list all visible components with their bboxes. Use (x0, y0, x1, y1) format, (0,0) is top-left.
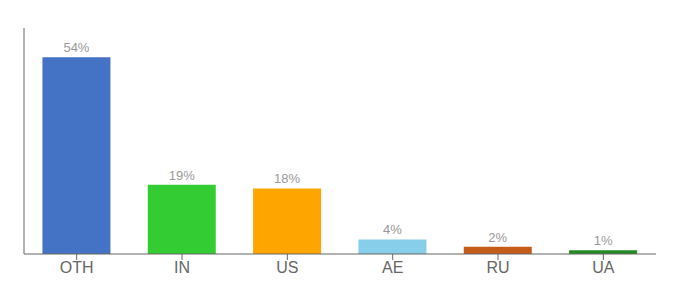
svg-text:1%: 1% (594, 233, 613, 248)
svg-text:OTH: OTH (60, 259, 94, 276)
svg-text:AE: AE (382, 259, 403, 276)
svg-text:18%: 18% (274, 171, 300, 186)
svg-text:RU: RU (486, 259, 509, 276)
svg-text:UA: UA (592, 259, 615, 276)
svg-text:54%: 54% (63, 40, 89, 55)
svg-text:US: US (276, 259, 298, 276)
svg-text:19%: 19% (169, 168, 195, 183)
svg-text:IN: IN (174, 259, 190, 276)
svg-text:2%: 2% (488, 230, 507, 245)
svg-text:4%: 4% (383, 222, 402, 237)
